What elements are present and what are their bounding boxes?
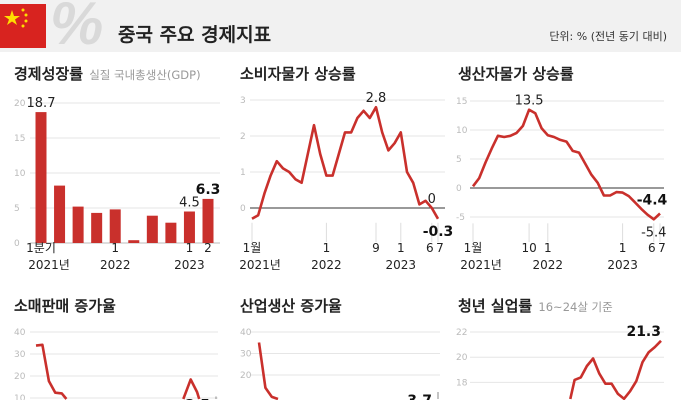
chart-4: 산업생산 증가율2030403.74.4 <box>240 297 440 400</box>
chart-title: 청년 실업률 <box>458 297 532 315</box>
x-tick-label: 1월 <box>464 241 483 255</box>
percent-graphic: % <box>50 0 104 57</box>
chart-title: 경제성장률 <box>14 65 83 83</box>
y-tick-label: 15 <box>14 134 25 144</box>
data-label: 3.7 <box>407 393 432 400</box>
bar <box>165 222 177 243</box>
x-tick-label: 1 <box>111 241 119 255</box>
y-tick-label: 18 <box>456 378 468 388</box>
data-label: 0 <box>428 192 436 207</box>
y-tick-label: 3 <box>240 96 246 106</box>
x-tick-label: 1분기 <box>26 241 56 255</box>
header-band: % 중국 주요 경제지표 단위: % (전년 동기 대비) <box>0 0 681 57</box>
x-tick-label: 1 <box>544 241 552 255</box>
year-label: 2021년 <box>239 258 281 272</box>
y-tick-label: 5 <box>14 204 20 214</box>
bar <box>91 212 103 243</box>
series-line <box>257 342 279 400</box>
year-label: 2021년 <box>460 258 502 272</box>
y-tick-label: 40 <box>240 328 252 338</box>
bar <box>54 185 66 243</box>
data-label: 6.3 <box>196 182 221 198</box>
data-label: 21.3 <box>626 324 661 340</box>
data-label: 2.5 <box>185 398 210 400</box>
y-tick-label: 20 <box>14 99 26 109</box>
chart-title: 생산자물가 상승률 <box>458 65 574 83</box>
x-tick-label: 6 <box>426 241 434 255</box>
y-tick-label: -5 <box>456 213 465 223</box>
bar <box>109 209 121 243</box>
y-tick-label: 0 <box>456 184 462 194</box>
chart-title: 소비자물가 상승률 <box>240 65 356 83</box>
bar <box>202 198 214 243</box>
data-label: -0.3 <box>423 224 454 240</box>
series-line <box>35 343 68 400</box>
y-tick-label: 20 <box>240 371 252 381</box>
data-label: -5.4 <box>641 225 666 240</box>
year-label: 2023 <box>607 258 638 272</box>
bar <box>183 211 195 243</box>
data-label: 13.5 <box>515 94 544 109</box>
bar <box>146 215 158 243</box>
x-tick-label: 1월 <box>243 241 262 255</box>
y-tick-label: 22 <box>456 328 467 338</box>
y-tick-label: 20 <box>456 353 468 363</box>
data-label: 4.5 <box>179 196 200 211</box>
year-label: 2021년 <box>28 258 70 272</box>
chart-1: 소비자물가 상승률 0 1 2 3 1월 1 9 1 6 7 2021년 2022 2023 2.8 0 -0.… <box>239 65 453 272</box>
y-tick-label: 0 <box>14 239 20 249</box>
series-line <box>251 105 440 220</box>
china-flag-icon <box>0 4 46 48</box>
y-tick-label: 10 <box>14 169 26 179</box>
y-tick-label: 20 <box>14 372 26 382</box>
x-tick-label: 1 <box>186 241 194 255</box>
y-tick-label: 2 <box>240 132 246 142</box>
y-tick-label: 15 <box>456 97 467 107</box>
x-tick-label: 1 <box>323 241 331 255</box>
y-tick-label: 10 <box>14 394 26 400</box>
x-tick-label: 1 <box>397 241 405 255</box>
bar <box>35 112 47 243</box>
unit-note: 단위: % (전년 동기 대비) <box>549 30 667 43</box>
x-tick-label: 7 <box>436 241 444 255</box>
chart-subtitle: 실질 국내총생산(GDP) <box>89 68 200 82</box>
series-line <box>182 378 201 400</box>
x-tick-label: 2 <box>204 241 212 255</box>
year-label: 2023 <box>386 258 417 272</box>
y-tick-label: 1 <box>240 168 246 178</box>
x-tick-label: 9 <box>372 241 380 255</box>
year-label: 2022 <box>533 258 564 272</box>
y-tick-label: 5 <box>456 155 462 165</box>
year-label: 2023 <box>174 258 205 272</box>
page-title: 중국 주요 경제지표 <box>118 24 272 46</box>
bar <box>72 206 84 243</box>
chart-5: 청년 실업률 16~24살 기준 18 20 22 21.3 <box>456 297 664 400</box>
chart-title: 소매판매 증가율 <box>14 297 116 315</box>
year-label: 2022 <box>100 258 131 272</box>
y-tick-label: 0 <box>240 204 246 214</box>
x-tick-label: 6 <box>648 241 656 255</box>
chart-title: 산업생산 증가율 <box>240 297 342 315</box>
y-tick-label: 10 <box>456 126 468 136</box>
bar <box>128 240 140 243</box>
data-label: -4.4 <box>637 193 668 209</box>
x-tick-label: 7 <box>658 241 666 255</box>
chart-subtitle: 16~24살 기준 <box>538 300 612 314</box>
data-label: 2.8 <box>366 91 387 106</box>
y-tick-label: 30 <box>14 350 26 360</box>
series-line <box>471 108 661 221</box>
chart-3: 소매판매 증가율 10 20 30 40 2.5 <box>14 297 218 400</box>
y-tick-label: 30 <box>240 350 252 360</box>
year-label: 2022 <box>311 258 342 272</box>
chart-2: 생산자물가 상승률 -5 0 5 10 15 1월 10 1 1 6 7 2021년 2022 2023 13… <box>456 65 668 272</box>
x-tick-label: 1 <box>619 241 627 255</box>
x-tick-label: 10 <box>521 241 536 255</box>
series-line <box>569 339 662 400</box>
y-tick-label: 40 <box>14 328 26 338</box>
data-label: 18.7 <box>27 96 56 111</box>
